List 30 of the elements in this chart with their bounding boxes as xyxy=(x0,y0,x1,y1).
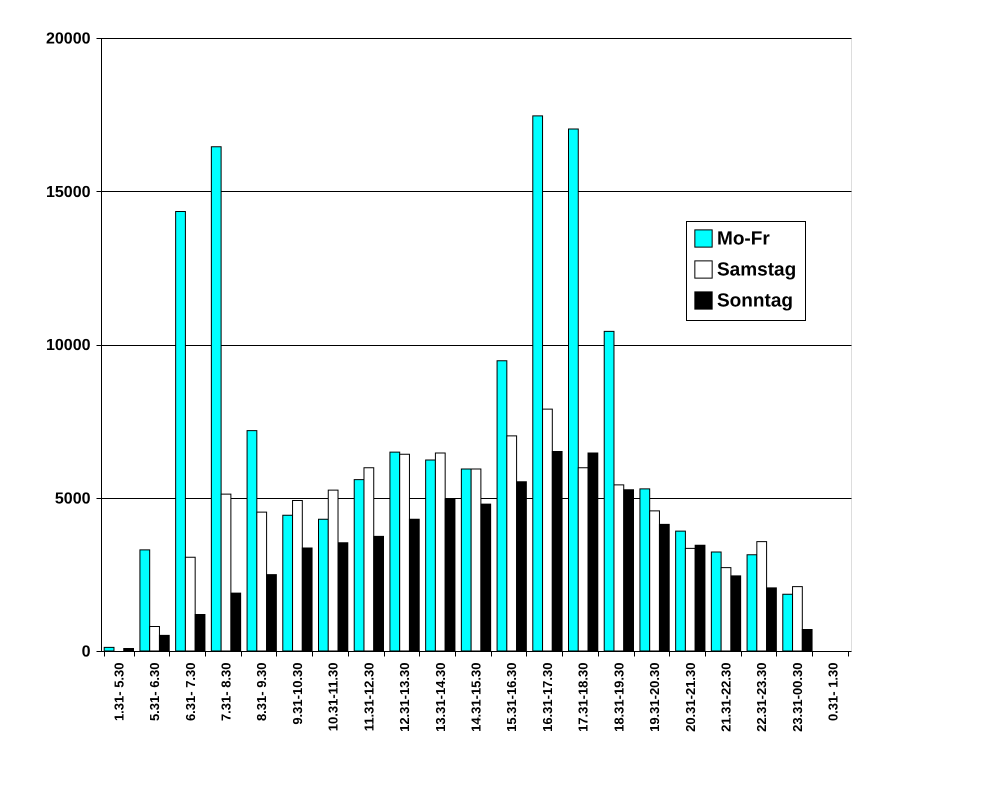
x-tick-label: 0.31- 1.30 xyxy=(826,662,841,722)
x-tick-label: 13.31-14.30 xyxy=(432,662,448,732)
x-tick-label: 7.31- 8.30 xyxy=(218,662,234,722)
x-tick-label: 8.31- 9.30 xyxy=(254,662,270,722)
x-tick-label: 18.31-19.30 xyxy=(611,662,626,732)
y-tick-label: 5000 xyxy=(54,490,91,508)
x-tick-label: 5.31- 6.30 xyxy=(147,662,162,722)
bar xyxy=(123,648,134,652)
x-tick-label: 17.31-18.30 xyxy=(576,662,591,732)
x-tick-label: 11.31-12.30 xyxy=(361,662,376,732)
x-tick-label: 10.31-11.30 xyxy=(326,662,341,732)
x-tick-label: 6.31- 7.30 xyxy=(182,662,198,722)
x-tick-label: 12.31-13.30 xyxy=(397,662,412,732)
legend-label: Sonntag xyxy=(717,290,793,312)
y-tick-label: 15000 xyxy=(46,184,91,201)
x-tick-label: 14.31-15.30 xyxy=(468,662,484,732)
x-tick-label: 20.31-21.30 xyxy=(682,662,698,732)
y-tick-label: 0 xyxy=(82,644,91,660)
x-tick-label: 1.31- 5.30 xyxy=(111,662,126,722)
x-tick-label: 9.31-10.30 xyxy=(290,662,305,725)
x-tick-label: 22.31-23.30 xyxy=(754,662,770,732)
x-tick-label: 23.31-00.30 xyxy=(790,662,805,732)
x-tick-label: 21.31-22.30 xyxy=(718,662,734,732)
y-tick-label: 10000 xyxy=(46,337,91,354)
x-tick-label: 16.31-17.30 xyxy=(540,662,555,732)
y-tick-label: 20000 xyxy=(46,30,91,48)
legend-label: Mo-Fr xyxy=(717,228,770,250)
x-tick-label: 15.31-16.30 xyxy=(504,662,520,732)
legend-label: Samstag xyxy=(717,260,796,280)
x-tick-label: 19.31-20.30 xyxy=(647,662,662,732)
